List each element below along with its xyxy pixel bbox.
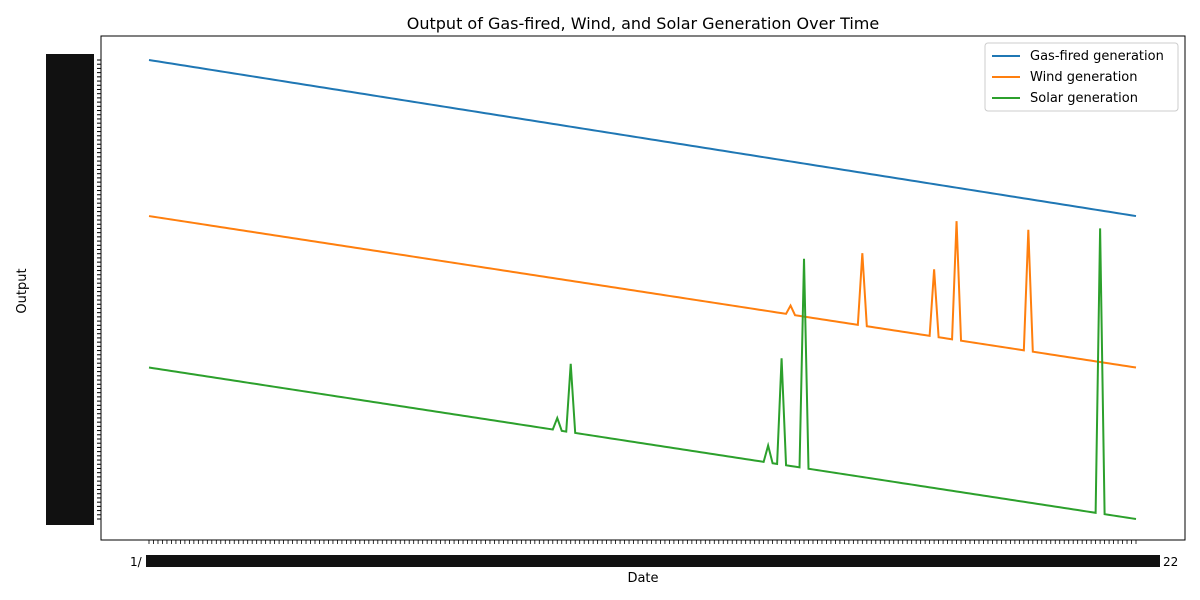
- series-line-1: [148, 215, 1137, 369]
- x-tick-label-first: 1/: [130, 555, 143, 569]
- y-axis-label: Output: [15, 268, 30, 313]
- series-line-0: [148, 59, 1137, 218]
- legend: Gas-fired generation Wind generation Solar…: [984, 42, 1179, 112]
- series-lines: [148, 59, 1137, 520]
- series-line-2: [148, 228, 1137, 520]
- x-tick-label-last: 22: [1163, 555, 1178, 569]
- x-tick-label-block: [146, 555, 1160, 567]
- legend-label-1: Wind generation: [1030, 70, 1138, 85]
- legend-label-0: Gas-fired generation: [1030, 49, 1164, 64]
- chart-title: Output of Gas-fired, Wind, and Solar Gen…: [407, 14, 879, 33]
- x-axis-label: Date: [627, 571, 658, 586]
- legend-box: [984, 42, 1179, 112]
- x-ticks: [146, 540, 1160, 567]
- plot-frame: [100, 35, 1186, 541]
- x-tick-edge-labels: 1/ 22: [130, 555, 1178, 569]
- legend-label-2: Solar generation: [1030, 91, 1138, 106]
- y-ticks: [46, 54, 101, 525]
- y-tick-label-block: [46, 54, 94, 525]
